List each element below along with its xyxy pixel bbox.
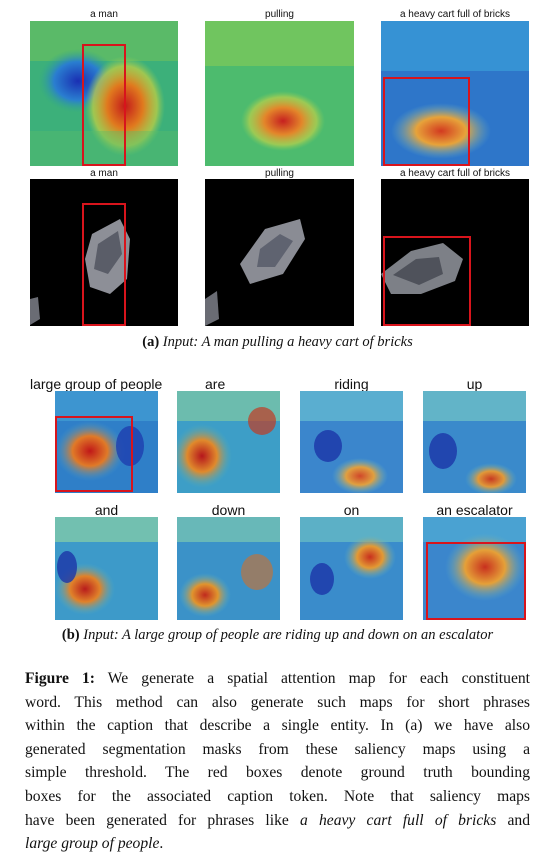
heatmap-on [300,517,403,620]
heatmap-and-image [55,517,158,620]
heatmap-large-group-image [55,391,158,493]
figure-italic-1: a heavy cart full of bricks [299,811,497,829]
heatmap-up [423,391,526,493]
label-heavy-cart-mask: a heavy cart full of bricks [399,168,511,179]
figure-line-7-text: have been generated for phrases like [25,811,300,829]
mask-a-man [30,179,178,326]
label-and: and [94,502,119,518]
label-down: down [211,502,246,518]
heatmap-heavy-cart [381,21,529,166]
figure-line-1-text: We generate a spatial attention map for … [94,670,530,687]
ground-truth-box [55,416,133,492]
figure-label: Figure 1: [25,670,95,687]
heatmap-up-image [423,391,526,493]
heatmap-down [177,517,280,620]
heatmap-riding [300,391,403,493]
caption-a-text: Input: A man pulling a heavy cart of bri… [162,334,413,350]
figure-line-1: Figure 1: We generate a spatial attentio… [25,667,530,691]
heatmap-on-image [300,517,403,620]
label-pulling-mask: pulling [265,168,294,179]
heatmap-an-escalator-image [423,517,526,620]
caption-b-text: Input: A large group of people are ridin… [83,627,494,643]
heatmap-down-image [177,517,280,620]
caption-a-tag: (a) [142,334,160,350]
heatmap-and [55,517,158,620]
heatmap-are-image [177,391,280,493]
caption-b: (b) Input: A large group of people are r… [0,627,555,644]
label-large-group: large group of people [30,376,163,392]
heatmap-pulling-image [205,21,354,166]
figure-tail-1: and [496,811,530,829]
label-up: up [466,376,483,392]
figure-line-7: have been generated for phrases like a h… [25,809,530,833]
heatmap-are [177,391,280,493]
figure-line-2: word. This method can also generate such… [25,693,530,711]
ground-truth-box [426,542,526,620]
label-pulling: pulling [265,9,294,20]
figure-line-6: boxes for the associated caption token. … [25,787,530,805]
label-are: are [205,376,226,392]
figure-line-4: generated segmentation masks from these … [25,740,530,758]
figure-line-3: within the caption that describe a singl… [25,717,530,735]
heatmap-pulling [205,21,354,166]
figure-caption: Figure 1: We generate a spatial attentio… [25,667,530,856]
ground-truth-box [82,203,126,326]
figure-italic-2: large group of people [25,835,160,853]
heatmap-riding-image [300,391,403,493]
heatmap-an-escalator [423,517,526,620]
heatmap-large-group [55,391,158,493]
label-heavy-cart: a heavy cart full of bricks [399,9,511,20]
caption-b-tag: (b) [61,627,80,643]
figure-line-5: simple threshold. The red boxes denote g… [25,764,530,782]
label-on: on [343,502,360,518]
ground-truth-box [82,44,126,166]
label-a-man-mask: a man [90,168,118,179]
label-a-man: a man [90,9,118,20]
ground-truth-box [383,236,471,326]
label-an-escalator: an escalator [436,502,513,518]
mask-heavy-cart-image [381,243,463,294]
label-riding: riding [334,376,369,392]
figure-tail-2: . [159,835,164,853]
mask-pulling-image [205,219,305,326]
caption-a: (a) Input: A man pulling a heavy cart of… [0,334,555,351]
figure-line-8: large group of people. [25,832,530,856]
ground-truth-box [383,77,470,166]
mask-a-man-image [30,219,130,325]
heatmap-a-man [30,21,178,166]
mask-pulling [205,179,354,326]
mask-heavy-cart [381,179,529,326]
heatmap-heavy-cart-image [381,21,529,166]
